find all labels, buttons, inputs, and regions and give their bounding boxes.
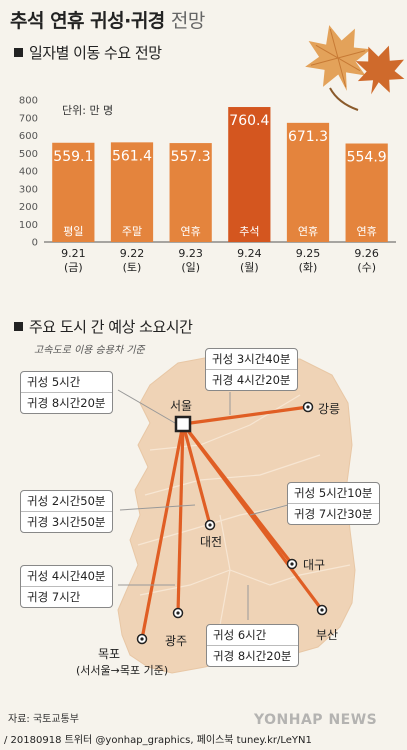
go-time: 귀성 6시간 [213,628,267,642]
x-category-label: 9.21 [61,247,86,260]
y-tick-label: 500 [19,149,38,160]
bar-value-label: 559.1 [53,149,93,165]
bar-day-type-label: 평일 [63,224,83,238]
city-label-daejeon: 대전 [200,535,223,549]
yonhap-watermark: YONHAP NEWS [254,712,378,728]
credit-line: / 20180918 트위터 @yonhap_graphics, 페이스북 tu… [4,735,312,746]
return-time: 귀경 4시간20분 [206,369,297,390]
go-time: 귀성 5시간10분 [294,486,373,500]
go-time: 귀성 4시간40분 [27,569,106,583]
bar-value-label: 671.3 [288,129,328,145]
x-weekday-label: (일) [181,260,200,274]
maple-leaves-decoration [305,25,405,111]
title-light: 전망 [170,10,205,32]
callout-daegu: 귀성 5시간10분 귀경 7시간30분 [287,482,380,525]
section-travel-time-header: 주요 도시 간 예상 소요시간 [14,316,193,337]
x-weekday-label: (월) [240,261,259,274]
callout-gwangju: 귀성 2시간50분 귀경 3시간50분 [20,490,113,533]
bar-day-type-label: 추석 [239,225,259,238]
callout-mokpo: 귀성 4시간40분 귀경 7시간 [20,565,113,608]
page-title: 추석 연휴 귀성·귀경 전망 [10,6,205,33]
mokpo-basis-note: (서서울→목포 기준) [76,664,169,677]
seoul-marker-icon [174,415,192,433]
route-line-daejeon [181,423,212,526]
x-category-label: 9.23 [178,247,203,260]
x-weekday-label: (토) [123,261,142,274]
callout-leaders [117,389,289,620]
city-label-seoul: 서울 [170,399,193,413]
y-tick-label: 100 [19,220,38,231]
city-label-daegu: 대구 [303,558,326,572]
go-time: 귀성 3시간40분 [212,352,291,366]
return-time: 귀경 7시간30분 [288,503,379,524]
bar [228,107,271,243]
callout-daejeon: 귀성 5시간 귀경 8시간20분 [20,371,113,414]
go-time: 귀성 5시간 [27,375,81,389]
y-tick-label: 700 [19,113,38,124]
unit-label: 단위: 만 명 [62,104,114,117]
bar [52,142,95,242]
callout-gangneung: 귀성 3시간40분 귀경 4시간20분 [205,348,298,391]
y-tick-label: 400 [19,167,38,178]
bar-day-type-label: 주말 [122,225,142,238]
title-main: 추석 연휴 귀성·귀경 [10,10,165,32]
basis-note: 고속도로 이용 승용차 기준 [34,345,145,356]
x-category-label: 9.26 [354,247,379,260]
return-time: 귀경 8시간20분 [207,645,298,666]
city-marker-dots [140,405,324,641]
city-label-gwangju: 광주 [165,634,188,648]
bar-value-label: 554.9 [347,150,387,166]
demand-bar-chart: 0 100 200 300 400 500 600 700 800 559.1 평일 9.21(금) 5… [19,96,396,274]
return-time: 귀경 8시간20분 [21,392,112,413]
bar-day-type-label: 연휴 [357,225,377,238]
x-weekday-label: (화) [299,261,318,274]
bar [345,143,388,242]
y-tick-label: 0 [32,238,38,249]
route-line-mokpo [140,423,185,640]
bar-value-label: 561.4 [112,148,152,164]
y-tick-label: 600 [19,131,38,142]
bar-value-label: 557.3 [171,149,211,165]
x-category-label: 9.24 [237,247,262,260]
route-line-gwangju [176,423,185,614]
section-travel-time-label: 주요 도시 간 예상 소요시간 [29,318,193,336]
x-category-label: 9.25 [296,247,321,260]
korea-route-map [117,356,356,674]
route-line-gangneung [182,405,309,426]
y-tick-label: 300 [19,184,38,195]
bar [286,122,330,242]
city-label-gangneung: 강릉 [318,402,341,416]
section-demand-label: 일자별 이동 수요 전망 [29,44,162,62]
bar-day-type-label: 연휴 [181,225,201,238]
section-demand-header: 일자별 이동 수요 전망 [14,42,162,63]
x-weekday-label: (수) [357,261,376,274]
city-label-mokpo: 목포 [98,647,121,661]
bar [169,143,212,242]
bar [110,142,154,242]
go-time: 귀성 2시간50분 [27,494,106,508]
x-category-label: 9.22 [120,247,145,260]
route-lines [140,405,324,640]
bar-value-label: 760.4 [229,113,269,129]
bar-day-type-label: 연휴 [298,225,318,238]
city-label-busan: 부산 [316,628,339,642]
callout-busan: 귀성 6시간 귀경 8시간20분 [206,624,299,667]
return-time: 귀경 3시간50분 [21,511,112,532]
return-time: 귀경 7시간 [21,586,112,607]
x-weekday-label: (금) [64,261,83,274]
y-tick-label: 200 [19,202,38,213]
route-line-busan [181,423,324,611]
square-bullet-icon [14,48,23,57]
y-tick-label: 800 [19,96,38,107]
square-bullet-icon [14,322,23,331]
source-label: 자료: 국토교통부 [8,714,79,725]
